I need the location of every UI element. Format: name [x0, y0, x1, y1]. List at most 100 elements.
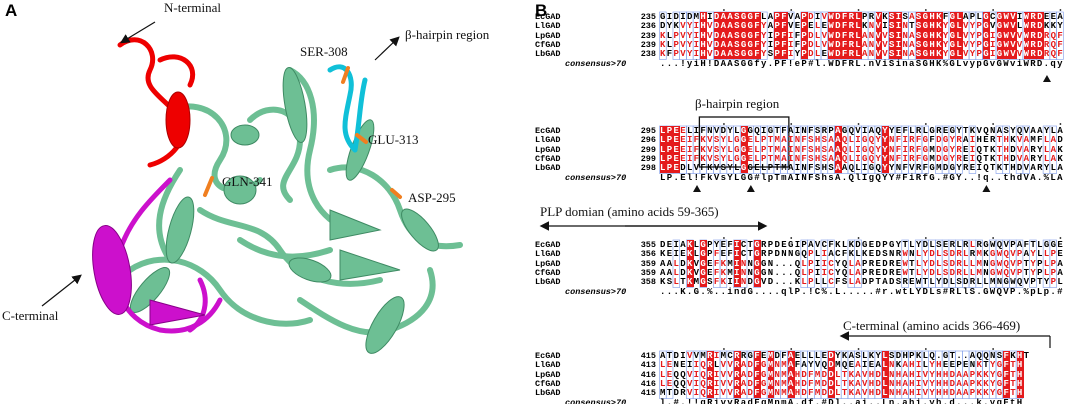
- residue: G: [700, 277, 708, 288]
- residue: A: [787, 163, 795, 174]
- residue: Q: [680, 378, 687, 389]
- residue: V: [686, 351, 694, 361]
- residue: K: [848, 388, 856, 399]
- residue: I: [821, 258, 829, 269]
- residue: V: [1010, 249, 1017, 260]
- residue: Y: [936, 277, 943, 288]
- residue: D: [808, 39, 815, 50]
- residue: A: [680, 240, 687, 250]
- residue: A: [1057, 12, 1065, 22]
- sequence-start: 359: [640, 258, 656, 269]
- residue: V: [882, 39, 889, 50]
- residue: V: [1016, 153, 1024, 164]
- residue: Y: [1037, 153, 1044, 164]
- residue: F: [754, 388, 762, 399]
- residue: K: [989, 144, 997, 155]
- residue: G: [747, 351, 755, 361]
- residue: I: [882, 21, 889, 32]
- residue: D: [828, 388, 836, 399]
- residue: L: [1043, 135, 1051, 146]
- residue: G: [740, 12, 748, 22]
- residue: T: [922, 277, 930, 288]
- residue: R: [915, 126, 923, 136]
- residue: R: [888, 258, 896, 269]
- residue: D: [949, 249, 957, 260]
- residue: A: [855, 369, 863, 380]
- residue: V: [720, 360, 728, 371]
- residue: P: [969, 388, 977, 399]
- residue: G: [949, 12, 957, 22]
- conservation-box: [854, 239, 862, 288]
- residue: N: [767, 267, 775, 278]
- residue: K: [1057, 144, 1065, 155]
- residue: S: [942, 249, 950, 260]
- residue: D: [767, 277, 775, 288]
- residue: K: [976, 369, 984, 380]
- residue: R: [956, 135, 964, 146]
- residue: G: [862, 153, 869, 164]
- residue: P: [1010, 240, 1017, 250]
- residue: L: [1057, 277, 1065, 288]
- residue: I: [693, 360, 701, 371]
- residue: Y: [875, 135, 883, 146]
- residue: I: [814, 267, 822, 278]
- residue: C: [740, 249, 748, 260]
- residue: L: [929, 277, 937, 288]
- residue: M: [929, 144, 937, 155]
- residue: L: [660, 153, 667, 164]
- residue: L: [969, 258, 977, 269]
- residue: F: [754, 21, 762, 32]
- residue: H: [700, 49, 708, 60]
- residue: L: [727, 153, 735, 164]
- residue: Y: [761, 30, 768, 41]
- residue: A: [909, 49, 916, 60]
- residue: L: [814, 351, 822, 361]
- residue: A: [956, 369, 964, 380]
- residue: C: [828, 267, 836, 278]
- residue: F: [781, 351, 788, 361]
- conservation-box: [1056, 11, 1064, 60]
- residue: N: [774, 369, 782, 380]
- residue: R: [734, 360, 741, 371]
- residue: Q: [976, 351, 984, 361]
- residue: D: [801, 378, 809, 389]
- residue: V: [713, 126, 721, 136]
- residue: S: [808, 135, 815, 146]
- residue: E: [720, 249, 728, 260]
- residue: W: [828, 30, 836, 41]
- residue: F: [781, 39, 788, 50]
- residue: M: [767, 369, 775, 380]
- residue: P: [767, 240, 775, 250]
- residue: P: [767, 249, 775, 260]
- residue: D: [801, 388, 809, 399]
- residue: T: [996, 135, 1004, 146]
- residue: P: [801, 21, 809, 32]
- residue: H: [868, 378, 876, 389]
- residue: G: [983, 12, 990, 22]
- residue: D: [835, 30, 842, 41]
- residue: Y: [808, 360, 815, 371]
- residue: A: [963, 135, 970, 146]
- residue: G: [929, 126, 937, 136]
- residue: V: [707, 49, 714, 60]
- residue: D: [949, 267, 957, 278]
- residue: L: [727, 135, 735, 146]
- residue: L: [1043, 258, 1051, 269]
- column-dot: [1059, 123, 1062, 125]
- residue: N: [868, 49, 876, 60]
- arrow: [41, 274, 82, 307]
- residue: A: [787, 351, 795, 361]
- residue: .: [774, 277, 782, 288]
- residue: A: [855, 360, 863, 371]
- residue: P: [707, 240, 714, 250]
- residue: H: [909, 360, 916, 371]
- residue: Y: [882, 126, 889, 136]
- residue: I: [787, 39, 795, 50]
- residue: T: [1023, 267, 1031, 278]
- residue: D: [680, 258, 687, 269]
- residue: I: [902, 153, 910, 164]
- residue: F: [915, 135, 923, 146]
- residue: M: [936, 163, 943, 174]
- residue: I: [902, 144, 910, 155]
- residue: M: [814, 369, 822, 380]
